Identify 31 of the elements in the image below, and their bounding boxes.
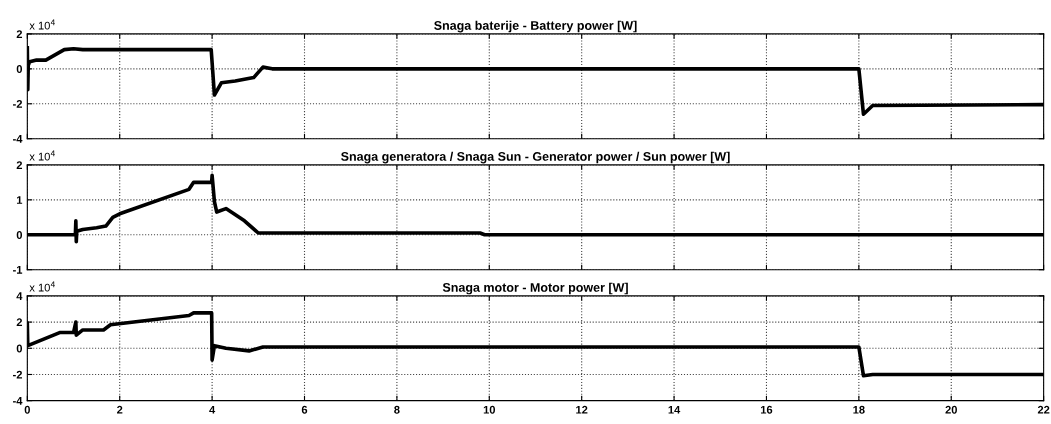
x-tick-label: 12 (576, 405, 588, 414)
y-tick-label: -2 (13, 370, 23, 379)
x-tick-label: 0 (24, 405, 30, 414)
x-tick-label: 14 (668, 405, 681, 414)
x-tick-label: 2 (117, 405, 123, 414)
y-tick-label: 0 (16, 65, 23, 73)
text: x 10$^{4}$ (29, 150, 55, 161)
y-tick-label: -4 (13, 397, 23, 405)
y-tick-label: -2 (13, 100, 23, 108)
y-tick-label: 2 (16, 318, 23, 327)
x-tick-label: 10 (483, 405, 496, 414)
y-tick-label: 2 (16, 30, 23, 38)
x-tick-label: 4 (209, 405, 216, 414)
y-tick-label: 0 (16, 231, 23, 239)
x-tick-label: 20 (945, 405, 957, 414)
x-tick-label: 16 (760, 405, 773, 414)
y-tick-label: 4 (16, 292, 23, 300)
x-tick-label: 6 (301, 405, 308, 414)
y-tick-label: -1 (13, 266, 23, 274)
chart-title: Snaga baterije - Battery power [W] (434, 20, 637, 33)
y-tick-label: 2 (16, 161, 23, 169)
x-tick-label: 8 (394, 405, 400, 414)
chart-title: Snaga motor - Motor power [W] (442, 282, 628, 295)
y-tick-label: 0 (16, 344, 23, 353)
x-tick-label: 18 (853, 405, 865, 414)
y-tick-label: 1 (16, 196, 23, 204)
x-tick-label: 22 (1037, 405, 1050, 414)
text: x 10$^{4}$ (29, 19, 55, 30)
y-tick-label: -4 (13, 135, 23, 143)
chart-title: Snaga generatora / Snaga Sun - Generator power / Sun power [W] (341, 151, 730, 164)
text: x 10$^{4}$ (29, 281, 55, 292)
